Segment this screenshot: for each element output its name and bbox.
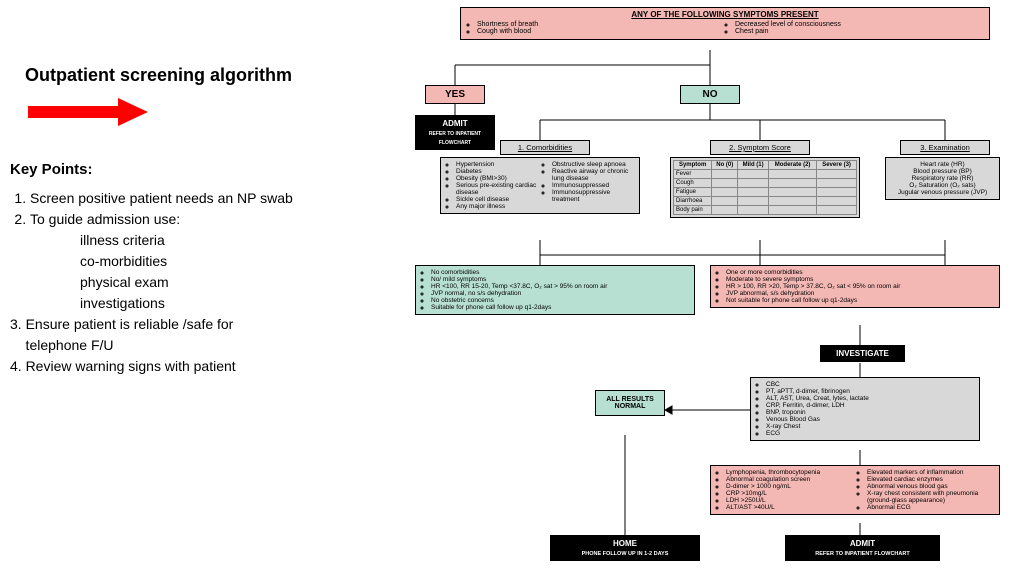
page-title: Outpatient screening algorithm	[25, 65, 410, 86]
symptom-table: SymptomNo (0)Mild (1)Moderate (2)Severe …	[673, 160, 857, 215]
key-points-head: Key Points:	[10, 161, 410, 178]
admit-box: ADMITREFER TO INPATIENT FLOWCHART	[415, 115, 495, 150]
pink-criteria: One or more comorbiditiesModerate to sev…	[710, 265, 1000, 308]
admit2-box: ADMITREFER TO INPATIENT FLOWCHART	[785, 535, 940, 561]
kp-4: 4. Review warning signs with patient	[10, 356, 410, 377]
kp-1: Screen positive patient needs an NP swab	[30, 188, 410, 209]
kp-2b: co-morbidities	[80, 251, 410, 272]
symptom-score-box: SymptomNo (0)Mild (1)Moderate (2)Severe …	[670, 157, 860, 218]
all-normal-box: ALL RESULTS NORMAL	[595, 390, 665, 416]
abnormal-box: Lymphopenia, thrombocytopeniaAbnormal co…	[710, 465, 1000, 515]
left-panel: Outpatient screening algorithm Key Point…	[10, 0, 410, 377]
no-box: NO	[680, 85, 740, 104]
investigations-box: CBCPT, aPTT, d-dimer, fibrinogenALT, AST…	[750, 377, 980, 441]
kp-3: 3. Ensure patient is reliable /safe for	[10, 314, 410, 335]
kp-3b: telephone F/U	[10, 335, 410, 356]
kp-2c: physical exam	[80, 272, 410, 293]
kp-2d: investigations	[80, 293, 410, 314]
sec3-hdr: 3. Examination	[900, 140, 990, 155]
examination-box: Heart rate (HR)Blood pressure (BP)Respir…	[885, 157, 1000, 200]
comorbidities-box: HypertensionDiabetesObesity (BMI>30)Seri…	[440, 157, 640, 214]
yes-box: YES	[425, 85, 485, 104]
sec2-hdr: 2. Symptom Score	[710, 140, 810, 155]
key-points-list: Screen positive patient needs an NP swab…	[10, 188, 410, 377]
sec1-hdr: 1. Comorbidities	[500, 140, 590, 155]
home-box: HOMEPHONE FOLLOW UP IN 1-2 DAYS	[550, 535, 700, 561]
kp-2: To guide admission use:	[30, 209, 410, 230]
green-criteria: No comorbiditiesNo/ mild symptomsHR <100…	[415, 265, 695, 315]
kp-2a: illness criteria	[80, 230, 410, 251]
symptoms-box: ANY OF THE FOLLOWING SYMPTOMS PRESENT Sh…	[460, 7, 990, 40]
investigate-box: INVESTIGATE	[820, 345, 905, 362]
arrow-icon	[28, 98, 148, 126]
symptoms-hdr: ANY OF THE FOLLOWING SYMPTOMS PRESENT	[461, 8, 989, 21]
